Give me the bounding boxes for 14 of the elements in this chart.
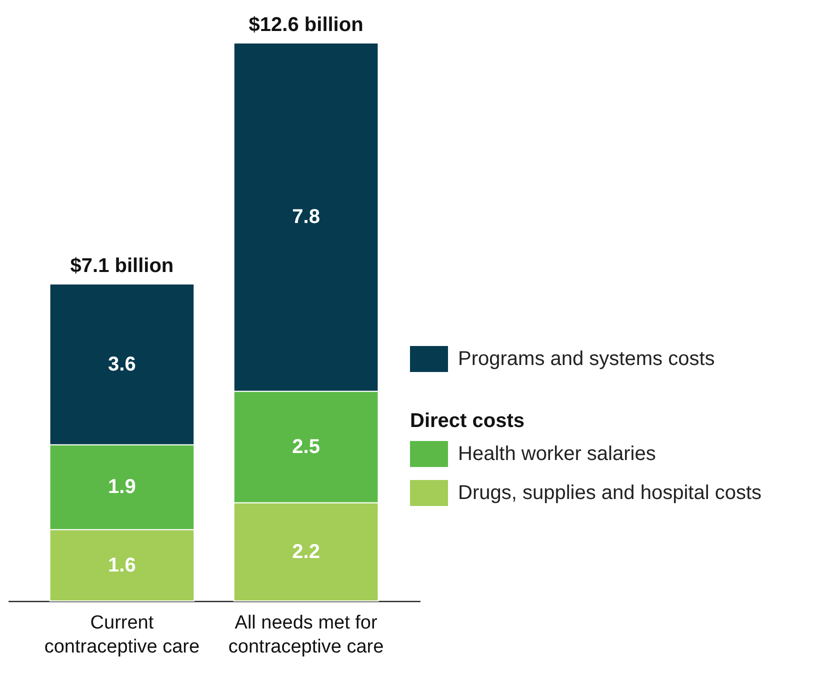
data-label: 7.8: [292, 206, 320, 228]
data-label: 3.6: [108, 353, 136, 376]
legend-label: Programs and systems costs: [458, 348, 715, 370]
legend-label: Drugs, supplies and hospital costs: [458, 482, 762, 504]
total-label: $12.6 billion: [248, 14, 364, 36]
total-label: $7.1 billion: [70, 255, 174, 278]
data-label: 1.9: [108, 476, 136, 498]
x-tick-label: All needs met for contraceptive care: [228, 612, 384, 658]
x-tick-label: Current contraceptive care: [44, 612, 200, 658]
annotation: Direct costs: [410, 410, 524, 432]
data-label: 2.2: [292, 540, 320, 563]
data-label: 1.6: [108, 554, 136, 576]
data-label: 2.5: [292, 436, 320, 458]
legend-label: Health worker salaries: [458, 443, 656, 465]
